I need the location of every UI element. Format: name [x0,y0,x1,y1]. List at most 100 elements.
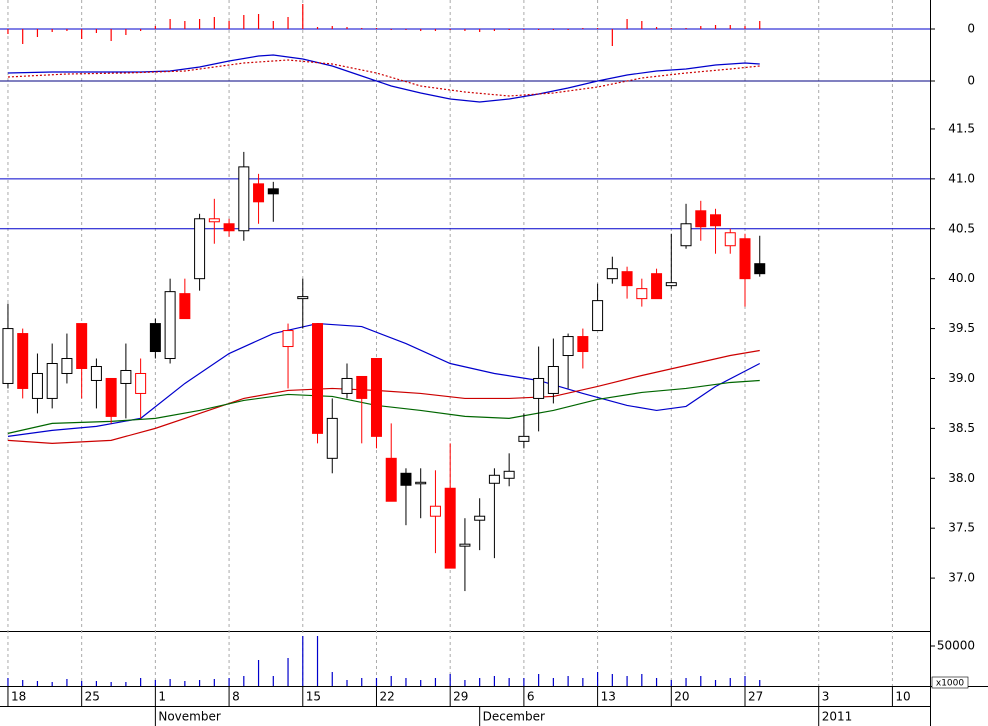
bar [81,29,83,39]
candle-body [415,481,427,485]
bar [243,15,245,29]
bar [7,29,9,34]
candle-body [341,377,353,394]
candle-body [253,183,265,203]
bar [169,19,171,29]
bar [744,676,746,686]
candle-body [2,328,14,384]
bar [405,29,407,30]
bar [361,678,363,686]
candle-body [400,472,412,486]
candle-body [149,323,161,353]
x-tick-label: 13 [601,690,616,704]
bar [700,676,702,686]
bar [538,674,540,686]
candle-body [444,487,456,569]
bar [552,29,554,30]
candle-body [31,372,43,399]
bar [434,29,437,31]
y-tick-label: 41.0 [948,171,975,185]
bar [198,680,201,686]
bar [22,29,24,44]
month-label: 2011 [822,710,853,724]
month-label: December [483,710,545,724]
candle-body [474,515,486,521]
bar [66,679,68,686]
bar [759,680,761,686]
x-tick-label: 6 [527,690,535,704]
candle-body [724,232,736,247]
bar [626,19,628,29]
candle-body [105,377,117,417]
bar [759,21,761,29]
bar [582,28,584,29]
candle-body [76,323,88,369]
candle-body [238,166,250,232]
bar [316,27,319,29]
bar [729,25,731,29]
bar [641,21,643,29]
bar [464,680,466,686]
x-tick-label: 22 [379,690,394,704]
bar [596,672,599,686]
bar [508,29,510,30]
bar [7,678,9,686]
bar [655,27,658,29]
bar [316,636,319,686]
y-unit-label: x1000 [936,679,965,689]
candle-body [17,333,29,389]
bar [169,679,171,686]
bar [22,680,24,686]
bar [567,29,569,30]
bar [331,672,333,686]
candle-body [533,377,545,399]
bar [287,17,289,29]
bar [420,680,422,686]
bar [405,678,407,686]
x-tick-label: 3 [822,690,830,704]
bar [714,680,717,686]
x-tick-label: 1 [158,690,166,704]
bar [36,29,39,37]
bar [700,26,702,29]
bar [434,678,437,686]
y-tick-label: 39.5 [948,321,975,335]
bar [390,676,392,686]
y-tick-label: 37.0 [948,571,975,585]
bar [538,29,540,30]
candle-body [547,365,559,394]
bar [228,21,230,29]
bar [184,21,186,29]
candle-body [61,358,73,374]
bar [51,29,53,32]
bar [125,682,127,686]
bar [479,29,481,32]
x-tick-label: 10 [895,690,910,704]
bar [213,679,215,686]
bar [302,636,304,686]
line-series [7,59,760,97]
bar [302,4,304,29]
bar [685,28,687,29]
candle-body [621,271,633,287]
bar [95,681,98,686]
bar [272,21,274,29]
candle-body [695,210,707,228]
x-tick-label: 18 [11,690,26,704]
candle-body [326,417,338,459]
candle-body [739,238,751,280]
candle-body [370,358,382,437]
bar [36,681,39,686]
bar [198,19,201,29]
bar [611,674,613,686]
y-tick-label: 38.5 [948,421,975,435]
bar [331,26,333,29]
candle-body [282,330,294,348]
bar [464,29,466,31]
bar [375,28,378,29]
bar [493,29,496,31]
candle-body [562,336,574,357]
bar [243,676,245,686]
candle-body [194,218,206,280]
candle-body [651,273,663,300]
